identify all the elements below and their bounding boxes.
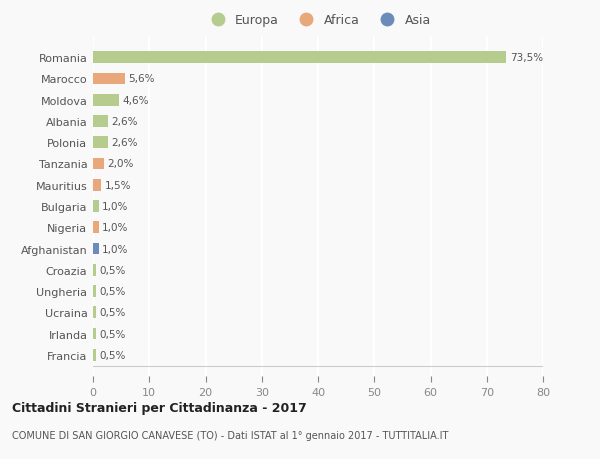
Bar (93, 243, 98, 255)
Text: COMUNE DI SAN GIORGIO CANAVESE (TO) - Dati ISTAT al 1° gennaio 2017 - TUTTITALIA: COMUNE DI SAN GIORGIO CANAVESE (TO) - Da… (12, 431, 448, 440)
Bar (93, 264, 96, 276)
Bar (93, 307, 96, 319)
Text: 1,0%: 1,0% (102, 202, 128, 212)
Text: 0,5%: 0,5% (99, 329, 125, 339)
Bar (93, 349, 96, 361)
Text: 0,5%: 0,5% (99, 350, 125, 360)
Bar (93, 201, 98, 213)
Text: 1,0%: 1,0% (102, 244, 128, 254)
Text: 2,6%: 2,6% (111, 117, 137, 127)
Bar (93, 116, 107, 128)
Text: 0,5%: 0,5% (99, 286, 125, 297)
Text: 5,6%: 5,6% (128, 74, 154, 84)
Bar (93, 222, 98, 234)
Text: 73,5%: 73,5% (510, 53, 543, 63)
Text: 2,0%: 2,0% (107, 159, 134, 169)
Bar (93, 73, 125, 85)
Text: 1,0%: 1,0% (102, 223, 128, 233)
Text: 4,6%: 4,6% (122, 95, 149, 106)
Text: 1,5%: 1,5% (105, 180, 131, 190)
Text: Cittadini Stranieri per Cittadinanza - 2017: Cittadini Stranieri per Cittadinanza - 2… (12, 401, 307, 414)
Bar (93, 95, 119, 106)
Text: 0,5%: 0,5% (99, 265, 125, 275)
Bar (93, 328, 96, 340)
Bar (93, 285, 96, 297)
Bar (93, 137, 107, 149)
Bar (93, 158, 104, 170)
Text: 0,5%: 0,5% (99, 308, 125, 318)
Bar (93, 52, 506, 64)
Legend: Europa, Africa, Asia: Europa, Africa, Asia (205, 14, 431, 27)
Bar (93, 179, 101, 191)
Text: 2,6%: 2,6% (111, 138, 137, 148)
